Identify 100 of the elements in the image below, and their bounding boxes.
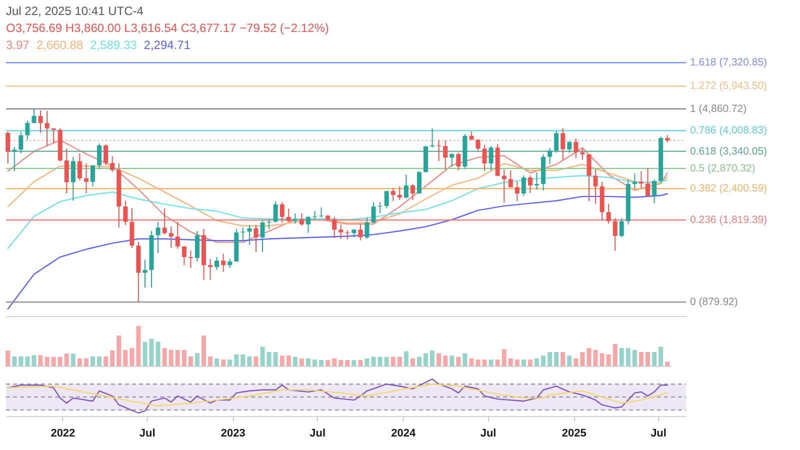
candlestick <box>567 140 572 154</box>
bar <box>104 356 108 366</box>
bar <box>6 350 10 366</box>
bar <box>18 356 24 366</box>
candlestick <box>273 201 278 223</box>
bar <box>202 336 206 366</box>
candlestick <box>260 220 265 253</box>
bar <box>221 360 226 366</box>
ref-line-label: 1.272 (5,943.50) <box>690 80 768 92</box>
bar <box>12 356 17 366</box>
bar <box>560 352 566 366</box>
bar <box>404 351 408 366</box>
bar <box>548 352 552 366</box>
candlestick <box>299 212 304 226</box>
candlestick <box>521 174 526 196</box>
bar <box>338 360 344 366</box>
bar <box>175 350 180 366</box>
bar <box>384 356 389 366</box>
bar <box>450 356 454 366</box>
bar <box>424 353 428 366</box>
candlestick <box>38 110 43 134</box>
ref-line-label: 0.786 (4,008.83) <box>690 124 768 137</box>
bar <box>110 350 115 366</box>
candlestick <box>188 250 193 268</box>
bar <box>397 356 402 366</box>
candlestick <box>110 156 115 173</box>
candlestick <box>208 258 213 280</box>
candlestick <box>612 218 618 252</box>
candlestick <box>548 147 552 165</box>
bar <box>600 353 604 366</box>
bar <box>273 352 278 366</box>
bar <box>156 342 160 366</box>
candlestick <box>306 216 310 234</box>
bar <box>234 354 239 366</box>
bar <box>436 353 442 366</box>
bar <box>612 344 618 366</box>
bar <box>626 348 630 366</box>
x-tick-label: Jul <box>650 428 666 440</box>
candlestick <box>32 108 36 124</box>
candlestick <box>280 202 284 223</box>
bar <box>352 360 356 366</box>
bar <box>534 358 540 366</box>
bar <box>443 356 448 366</box>
ref-line-label: 0.382 (2,400.59) <box>690 182 768 195</box>
candlestick <box>228 258 232 268</box>
ref-line-label: 1.618 (7,320.85) <box>690 56 768 69</box>
bar <box>430 350 435 366</box>
bar <box>514 360 520 366</box>
x-tick-label: 2023 <box>220 428 246 440</box>
candlestick <box>194 230 200 262</box>
bar <box>168 350 174 366</box>
bar <box>521 360 526 366</box>
bar <box>247 356 252 366</box>
bar <box>64 354 69 366</box>
candlestick <box>450 152 454 168</box>
bar <box>280 356 284 366</box>
bar <box>97 356 102 366</box>
candlestick <box>6 131 10 164</box>
candlestick <box>404 174 408 200</box>
bar <box>462 353 468 366</box>
bar <box>586 348 592 366</box>
bar <box>292 356 298 366</box>
candlestick <box>358 224 363 241</box>
candlestick <box>44 110 50 147</box>
bar <box>116 336 122 366</box>
candlestick <box>12 146 17 172</box>
text: 2,294.71 <box>144 38 191 52</box>
bar <box>502 349 506 366</box>
bar <box>593 350 598 366</box>
bar <box>208 356 213 366</box>
candlestick <box>214 256 220 270</box>
candlestick <box>476 138 480 152</box>
candlestick <box>240 227 246 241</box>
candlestick <box>97 142 102 170</box>
bar <box>646 352 650 366</box>
bar <box>182 350 186 366</box>
bar <box>332 358 337 366</box>
x-tick-label: Jul <box>139 428 156 440</box>
bar <box>286 356 291 366</box>
candlestick <box>574 138 578 158</box>
bar <box>378 356 382 366</box>
candlestick <box>221 253 226 272</box>
bar <box>306 358 310 366</box>
candlestick <box>528 174 532 194</box>
bar <box>326 360 330 366</box>
ref-line-label: 0.5 (2,870.32) <box>690 162 756 174</box>
bar <box>90 356 95 366</box>
bar <box>299 358 304 366</box>
bar <box>482 360 487 366</box>
bar <box>319 360 324 366</box>
candlestick <box>443 140 448 170</box>
bar <box>469 358 474 366</box>
candlestick <box>378 202 382 214</box>
bar <box>619 348 624 366</box>
candlestick <box>77 152 82 181</box>
candlestick <box>410 184 415 201</box>
bar <box>371 356 376 366</box>
bar <box>495 360 500 366</box>
candlestick <box>514 180 520 202</box>
bar <box>665 362 670 366</box>
